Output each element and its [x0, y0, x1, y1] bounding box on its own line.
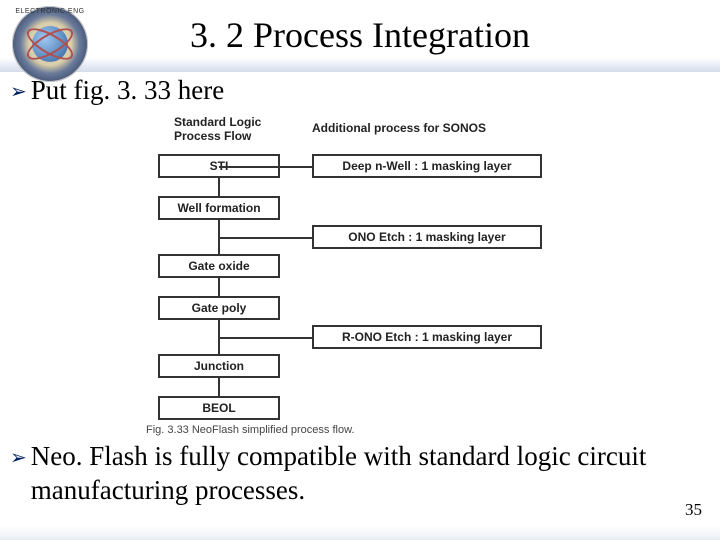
left-step-3: Gate poly	[158, 296, 280, 320]
right-step-2: R-ONO Etch : 1 masking layer	[312, 325, 542, 349]
figure-caption: Fig. 3.33 NeoFlash simplified process fl…	[146, 424, 354, 436]
bullet-1-text: Put fig. 3. 33 here	[31, 74, 224, 108]
title-gradient	[0, 58, 720, 72]
bullet-arrow-icon: ➢	[10, 77, 27, 107]
slide-title: 3. 2 Process Integration	[0, 14, 720, 56]
bullet-2-text: Neo. Flash is fully compatible with stan…	[31, 440, 711, 508]
right-step-1: ONO Etch : 1 masking layer	[312, 225, 542, 249]
left-column-header: Standard LogicProcess Flow	[174, 116, 284, 144]
left-step-1: Well formation	[158, 196, 280, 220]
branch-h-1	[280, 237, 312, 239]
process-flow-diagram: Standard LogicProcess Flow Additional pr…	[146, 114, 566, 432]
left-step-5: BEOL	[158, 396, 280, 420]
branch-stub-1	[219, 237, 280, 239]
left-connector-0	[218, 178, 220, 196]
right-column-header: Additional process for SONOS	[312, 122, 542, 136]
left-connector-2	[218, 278, 220, 296]
page-number: 35	[685, 500, 702, 520]
footer-gradient	[0, 526, 720, 540]
left-connector-4	[218, 378, 220, 396]
bullet-2: ➢ Neo. Flash is fully compatible with st…	[10, 440, 711, 508]
left-step-4: Junction	[158, 354, 280, 378]
bullet-1: ➢ Put fig. 3. 33 here	[10, 74, 224, 108]
branch-h-2	[280, 337, 312, 339]
left-step-2: Gate oxide	[158, 254, 280, 278]
branch-h-0	[280, 166, 312, 168]
bullet-arrow-icon: ➢	[10, 443, 27, 473]
branch-stub-2	[219, 337, 280, 339]
right-step-0: Deep n-Well : 1 masking layer	[312, 154, 542, 178]
branch-stub-0	[219, 166, 280, 168]
